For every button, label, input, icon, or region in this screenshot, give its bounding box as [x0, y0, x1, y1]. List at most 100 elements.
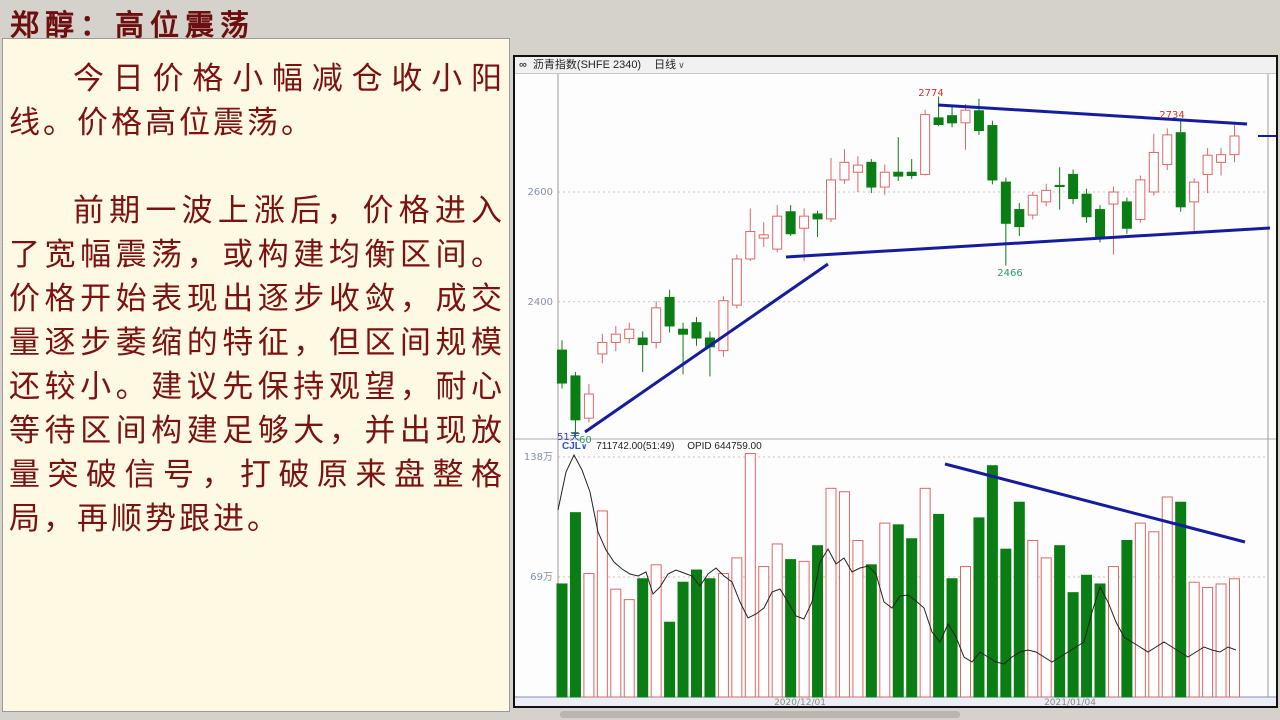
- candle-body: [799, 215, 810, 229]
- trend-line: [584, 262, 829, 434]
- volume-bar: [596, 510, 608, 698]
- volume-bar: [798, 560, 810, 698]
- page-title: 郑醇：高位震荡: [10, 10, 256, 42]
- volume-bar: [691, 569, 702, 698]
- candle-body: [557, 349, 567, 384]
- candle-body: [1148, 151, 1159, 193]
- candle-body: [691, 322, 702, 339]
- volume-bar: [704, 578, 716, 698]
- volume-bar: [664, 621, 676, 698]
- volume-bar: [610, 588, 622, 698]
- candle-body: [1000, 181, 1011, 224]
- trend-line: [785, 226, 1271, 259]
- candle-body: [1014, 209, 1025, 228]
- volume-bar: [1134, 522, 1146, 698]
- volume-bar: [744, 453, 756, 698]
- volume-bar: [960, 566, 971, 698]
- volume-bar: [919, 487, 931, 698]
- analysis-paragraph: 今日价格小幅减仓收小阳线。价格高位震荡。: [9, 61, 505, 140]
- open-interest-line: [557, 453, 1237, 665]
- candle-body: [1135, 179, 1146, 220]
- candle-body: [624, 328, 635, 340]
- volume-bar: [879, 522, 891, 698]
- candle-body: [812, 213, 823, 220]
- candle-body: [583, 393, 594, 419]
- volume-bar: [1027, 539, 1039, 698]
- volume-value: 711742.00(51:49): [596, 441, 675, 452]
- candle-body: [718, 300, 729, 352]
- volume-bar: [637, 578, 649, 698]
- candle-body: [1081, 193, 1092, 218]
- volume-bar: [1013, 501, 1025, 698]
- volume-bar: [906, 538, 918, 698]
- volume-tick-label: 69万: [530, 572, 553, 583]
- candle-body: [1027, 194, 1038, 216]
- chart-window: ∞ 沥青指数(SHFE 2340) 日线 ∨ 2020/12/01 2021/01/…: [513, 55, 1278, 708]
- candle-body: [1162, 134, 1173, 166]
- volume-bar: [1081, 574, 1093, 698]
- volume-bar: [1094, 583, 1106, 698]
- candle-body: [570, 375, 581, 421]
- volume-bar: [1148, 531, 1160, 698]
- period-dropdown[interactable]: 日线 ∨: [654, 59, 685, 71]
- chart-titlebar: ∞ 沥青指数(SHFE 2340) 日线 ∨: [515, 57, 1276, 74]
- candle-body: [839, 161, 850, 181]
- price-annotation: 2734: [1159, 110, 1184, 121]
- volume-bar: [865, 564, 877, 698]
- volume-bar: [1229, 578, 1240, 698]
- candle-body: [1041, 189, 1052, 203]
- volume-bar: [812, 545, 824, 698]
- instrument-label[interactable]: 沥青指数(SHFE 2340): [532, 59, 642, 71]
- candle-body: [1175, 132, 1186, 208]
- volume-bar: [1054, 545, 1066, 698]
- volume-bar: [677, 581, 689, 698]
- candle-body: [906, 171, 917, 177]
- volume-bar: [892, 524, 904, 698]
- price-annotation: 2774: [918, 88, 943, 99]
- volume-bar: [986, 465, 998, 698]
- volume-bar: [838, 491, 850, 698]
- chevron-down-icon: ∨: [580, 442, 588, 451]
- candle-body: [745, 231, 756, 260]
- candle-body: [1054, 184, 1065, 188]
- candle-body: [637, 337, 648, 346]
- volume-tick-label: 138万: [524, 452, 553, 463]
- candle-body: [852, 164, 863, 173]
- analysis-paragraph: 前期一波上涨后，价格进入了宽幅震荡，或构建均衡区间。价格开始表现出逐步收敛，成交…: [9, 193, 505, 536]
- candle-body: [731, 258, 742, 306]
- volume-bar: [1161, 496, 1173, 698]
- volume-bar: [650, 564, 662, 698]
- volume-bar: [556, 583, 568, 698]
- window-shadow: [560, 711, 960, 718]
- volume-indicator-header: CJL∨ 711742.00(51:49) OPID 644759.00: [562, 441, 762, 453]
- volume-bar: [1202, 586, 1214, 698]
- volume-bar: [771, 543, 783, 698]
- price-annotation: 2466: [997, 268, 1022, 279]
- volume-bar: [583, 573, 595, 698]
- volume-bar: [1067, 592, 1079, 698]
- volume-bar: [1121, 539, 1133, 698]
- candle-body: [678, 328, 689, 335]
- price-tick-label: 2400: [528, 297, 553, 308]
- link-icon: ∞: [519, 59, 527, 71]
- date-label: 2020/12/01: [774, 698, 826, 706]
- candle-body: [651, 307, 662, 343]
- candle-body: [960, 109, 971, 124]
- chevron-down-icon: ∨: [678, 60, 685, 70]
- volume-bar: [1040, 557, 1052, 698]
- trend-line: [937, 103, 1248, 126]
- candle-body: [920, 114, 931, 175]
- volume-bar: [1000, 548, 1012, 698]
- candle-body: [610, 333, 621, 343]
- period-label: 日线: [654, 59, 677, 71]
- volume-bar: [1215, 583, 1227, 698]
- candle-body: [597, 341, 608, 355]
- volume-bar: [758, 566, 770, 698]
- candle-body: [973, 110, 984, 132]
- candlestick-chart-canvas: 2020/12/01 2021/01/04 2600 2400 138万 69万 2774 2…: [515, 74, 1276, 706]
- candle-body: [758, 234, 769, 239]
- volume-bar: [825, 487, 837, 698]
- volume-indicator-dropdown[interactable]: CJL∨: [562, 441, 587, 452]
- candle-body: [1216, 154, 1227, 163]
- date-axis-strip: [515, 697, 1276, 706]
